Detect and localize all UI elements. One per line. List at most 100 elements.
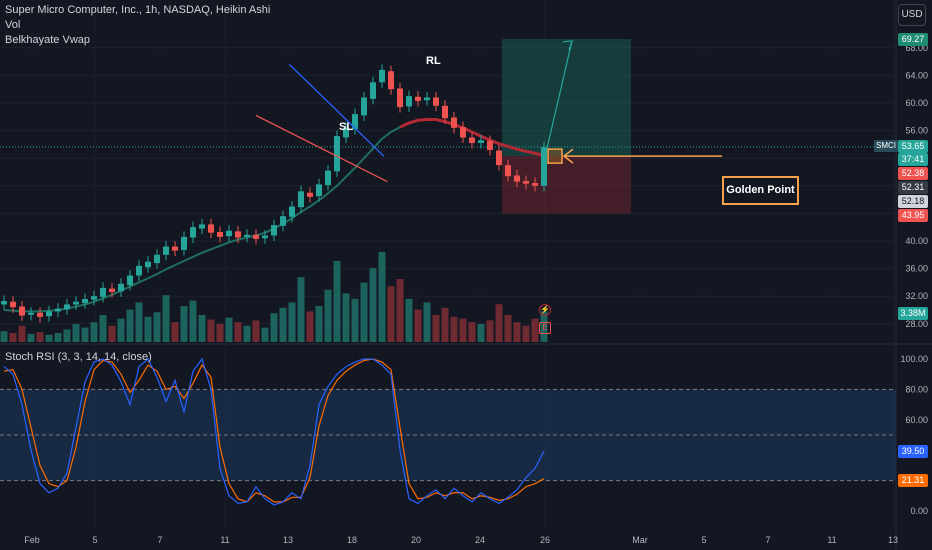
volume-bar <box>531 318 539 342</box>
candle-body <box>154 254 160 264</box>
earnings-icon[interactable]: E <box>539 322 551 334</box>
volume-bar <box>198 315 206 342</box>
candle-body <box>37 312 43 317</box>
candle-body <box>397 88 403 108</box>
projection-arrow <box>545 40 573 153</box>
candle-body <box>10 301 16 308</box>
stoch-rsi-label[interactable]: Stoch RSI (3, 3, 14, 14, close) <box>5 351 152 363</box>
candle-body <box>190 227 196 238</box>
candle-body <box>1 301 7 305</box>
candle-body <box>235 231 241 238</box>
candle-body <box>136 265 142 276</box>
candle-body <box>109 288 115 293</box>
volume-bar <box>396 279 404 342</box>
stoch-d-badge: 21.31 <box>898 474 928 487</box>
candle-body <box>28 312 34 315</box>
stop-zone <box>502 156 631 214</box>
candle-body <box>289 206 295 217</box>
volume-bar <box>108 325 116 342</box>
volume-bar <box>297 277 305 342</box>
stoch-d-line <box>3 358 545 503</box>
volume-bar <box>351 298 359 342</box>
candle-body <box>46 311 52 317</box>
volume-indicator-label[interactable]: Vol <box>5 19 21 31</box>
price-tick-label: 68.00 <box>905 43 928 53</box>
volume-bar <box>405 298 413 342</box>
volume-bar <box>189 300 197 342</box>
time-tick-label: 13 <box>283 535 293 545</box>
candle-body <box>523 180 529 184</box>
candle-body <box>406 96 412 107</box>
golden-point-callout: Golden Point <box>722 176 799 205</box>
volume-bar <box>261 327 269 342</box>
volume-bar <box>540 311 548 342</box>
candle-body <box>352 114 358 130</box>
countdown-badge: 37:41 <box>898 153 928 166</box>
candle-body <box>262 235 268 239</box>
price-tick-label: 40.00 <box>905 236 928 246</box>
chart-title[interactable]: Super Micro Computer, Inc., 1h, NASDAQ, … <box>5 4 271 16</box>
price-badge-3: 52.18 <box>898 195 928 208</box>
candle-body <box>163 246 169 255</box>
volume-bar <box>243 325 251 342</box>
volume-bar <box>90 322 98 342</box>
volume-bar <box>387 286 395 342</box>
candle-body <box>298 191 304 208</box>
vwap-line <box>3 118 545 313</box>
candle-body <box>208 224 214 233</box>
time-tick-label: Mar <box>632 535 648 545</box>
candle-body <box>460 127 466 138</box>
volume-bar <box>207 319 215 342</box>
volume-bar <box>324 289 332 342</box>
rl-trendline <box>288 63 385 157</box>
volume-bar <box>504 315 512 342</box>
rl-annotation: RL <box>426 55 441 67</box>
golden-point-arrowhead <box>562 148 574 164</box>
volume-bar <box>315 306 323 342</box>
volume-bar <box>162 295 170 342</box>
candle-body <box>55 308 61 312</box>
volume-bar <box>414 309 422 342</box>
stoch-k-line <box>3 357 545 506</box>
volume-bar <box>333 261 341 342</box>
currency-button[interactable]: USD <box>898 4 926 26</box>
volume-bar <box>225 317 233 342</box>
projection-arrowhead <box>562 40 573 51</box>
volume-bar <box>486 320 494 342</box>
stoch-k-badge: 39.50 <box>898 445 928 458</box>
sl-annotation: SL <box>339 121 354 133</box>
volume-bar <box>144 316 152 342</box>
ticker-badge: SMCI <box>874 140 898 152</box>
dividend-split-icon[interactable]: ⚡ <box>539 304 551 316</box>
candle-body <box>541 147 547 186</box>
stop-price-badge: 43.95 <box>898 209 928 222</box>
time-tick-label: 7 <box>157 535 162 545</box>
candle-body <box>361 97 367 116</box>
volume-bar <box>423 302 431 342</box>
price-tick-label: 64.00 <box>905 70 928 80</box>
candle-body <box>127 275 133 286</box>
rsi-tick-label: 60.00 <box>905 415 928 425</box>
candle-body <box>253 234 259 239</box>
vwap-indicator-label[interactable]: Belkhayate Vwap <box>5 34 90 46</box>
golden-point-marker <box>547 148 563 164</box>
sl-trendline <box>255 114 388 183</box>
candle-body <box>82 298 88 304</box>
price-badge-1: 52.38 <box>898 167 928 180</box>
candle-body <box>316 184 322 197</box>
volume-bar <box>63 329 71 342</box>
candle-body <box>181 236 187 250</box>
candle-body <box>379 69 385 83</box>
candle-body <box>217 232 223 237</box>
candle-body <box>19 306 25 316</box>
time-tick-label: 5 <box>701 535 706 545</box>
last-price-badge: 53.65 <box>898 140 928 153</box>
candle-body <box>424 97 430 101</box>
candle-body <box>496 150 502 166</box>
time-tick-label: 11 <box>220 535 229 545</box>
time-tick-label: Feb <box>24 535 40 545</box>
candle-body <box>514 175 520 182</box>
candle-body <box>73 301 79 305</box>
candle-body <box>334 136 340 172</box>
volume-bar <box>54 333 62 342</box>
